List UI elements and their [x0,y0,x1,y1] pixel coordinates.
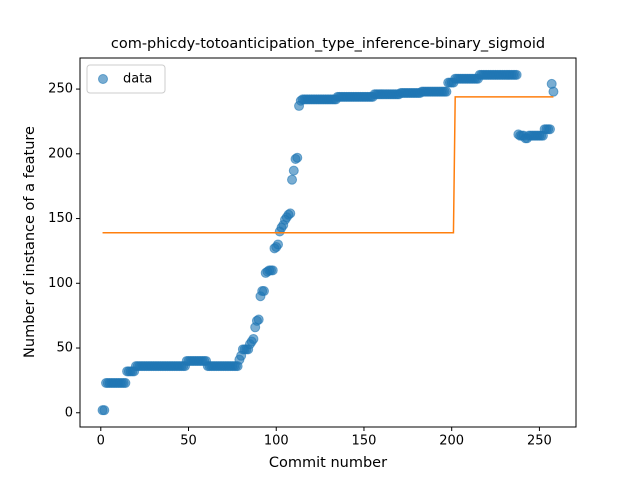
y-tick-label: 0 [65,405,73,420]
data-point [248,333,259,344]
y-axis-label: Number of instance of a feature [22,126,38,358]
x-tick-label: 150 [352,434,377,449]
x-tick-label: 0 [97,434,105,449]
plot-frame [79,57,577,428]
y-tick-label: 150 [48,211,73,226]
data-point [548,86,559,97]
data-point [120,377,131,388]
x-tick-label: 50 [180,434,197,449]
data-point [288,165,299,176]
data-point [511,69,522,80]
data-point [267,265,278,276]
data-point [287,174,298,185]
x-tick-label: 250 [527,434,552,449]
data-point [272,239,283,250]
data-point [292,152,303,163]
legend-label: data [123,72,152,87]
y-tick-label: 50 [56,341,73,356]
chart-title: com-phicdy-totoanticipation_type_inferen… [111,36,545,52]
data-point [258,286,269,297]
data-point [544,124,555,135]
line [102,96,554,234]
x-axis-label: Commit number [269,455,387,471]
data-point [441,86,452,97]
y-tick-label: 200 [48,146,73,161]
data-point [99,405,110,416]
x-tick-label: 200 [439,434,464,449]
data-point [285,208,296,219]
data-point [253,314,264,325]
y-tick-label: 250 [48,82,73,97]
x-tick-label: 100 [264,434,289,449]
legend-marker [98,74,108,84]
legend-box [86,64,166,94]
y-tick-label: 100 [48,276,73,291]
